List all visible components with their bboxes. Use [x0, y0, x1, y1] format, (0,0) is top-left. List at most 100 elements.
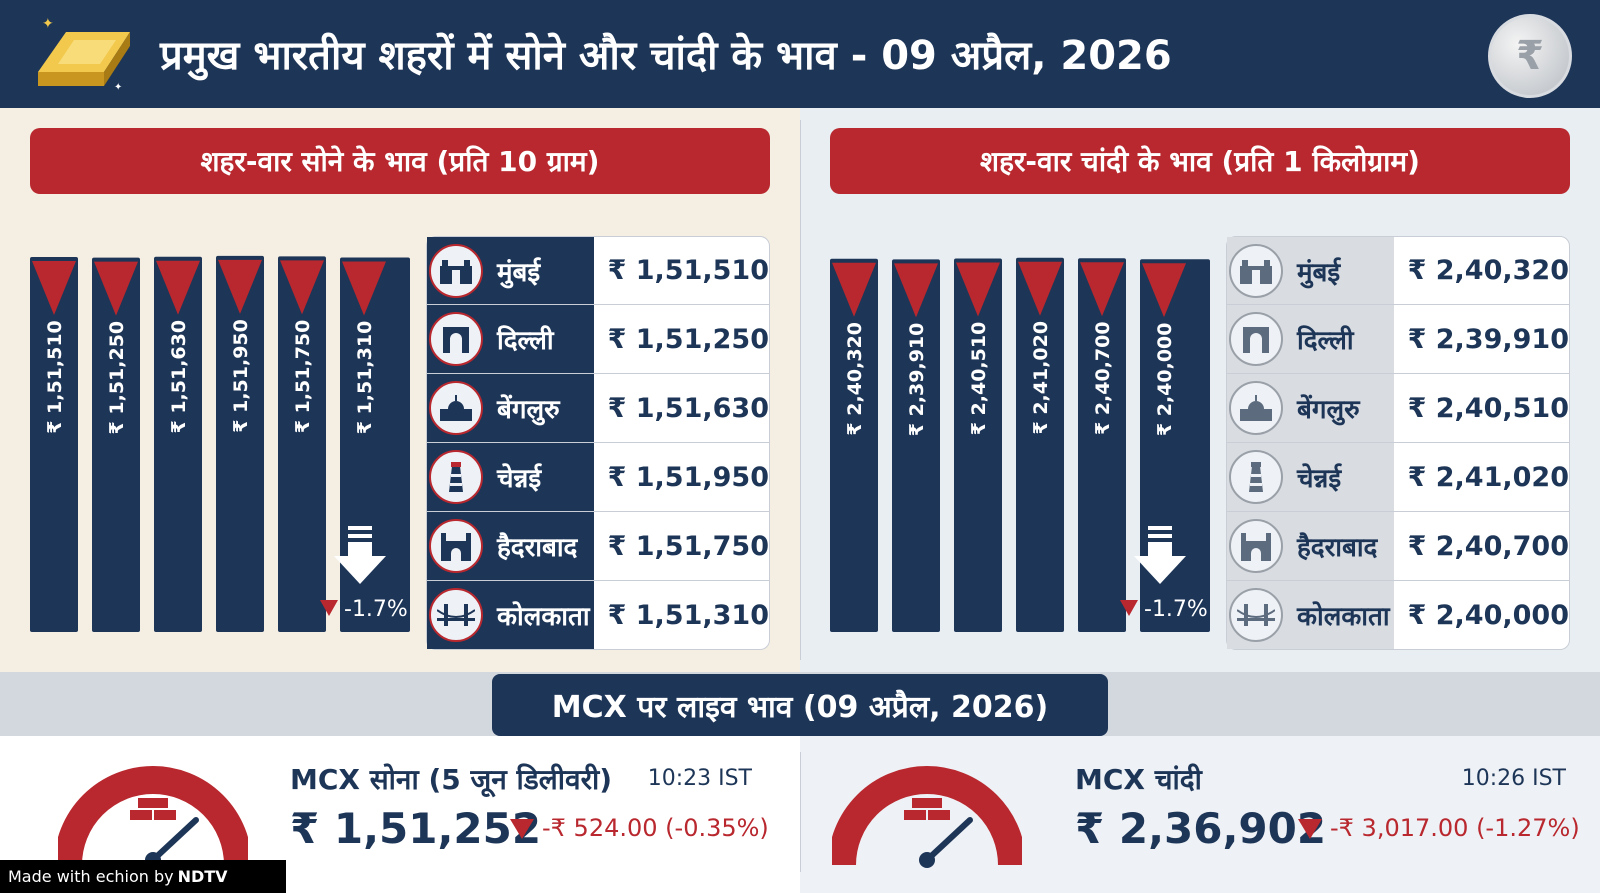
city-price: ₹ 2,40,700: [1407, 530, 1569, 562]
table-row: दिल्ली ₹ 1,51,250: [426, 305, 770, 374]
gold-bar-label: ₹ 1,51,310: [354, 321, 376, 435]
city-price: ₹ 1,51,750: [607, 530, 769, 562]
gold-bar: [278, 256, 326, 632]
gold-bar-label: ₹ 1,51,950: [230, 319, 252, 433]
mcx-silver-change: -₹ 3,017.00 (-1.27%): [1298, 814, 1580, 842]
gold-bar: [92, 257, 140, 632]
rupee-coin-icon: ₹: [1488, 14, 1572, 98]
silver-change-label: -1.7%: [1144, 597, 1208, 622]
city-price: ₹ 2,40,000: [1407, 599, 1569, 631]
silver-city-table: मुंबई ₹ 2,40,320 दिल्ली ₹ 2,39,910 बेंगल…: [1226, 236, 1570, 650]
gold-bar-label: ₹ 1,51,750: [292, 320, 314, 434]
gold-bar-chart: ₹ 1,51,510 ₹ 1,51,250 ₹ 1,51,630 ₹ 1,51,950…: [30, 255, 410, 632]
made-with-badge[interactable]: Made with echion by NDTV: [0, 860, 286, 893]
bridge-icon: [429, 588, 483, 642]
mcx-divider: [800, 752, 801, 872]
mcx-section-title: MCX पर लाइव भाव (09 अप्रैल, 2026): [492, 674, 1108, 736]
down-triangle-icon: [1120, 600, 1138, 616]
down-arrow-icon: [1298, 819, 1322, 839]
gold-bar: [154, 256, 202, 632]
city-price: ₹ 2,40,320: [1407, 255, 1569, 286]
silver-bar-chart: ₹ 2,40,320 ₹ 2,39,910 ₹ 2,40,510 ₹ 2,41,020…: [830, 257, 1210, 632]
mcx-gold-name: MCX सोना (5 जून डिलीवरी): [290, 763, 613, 796]
gold-bar-label: ₹ 1,51,630: [168, 320, 190, 434]
silver-bar: [830, 258, 878, 632]
silver-bar-label: ₹ 2,40,700: [1092, 321, 1114, 435]
gold-section-title: शहर-वार सोने के भाव (प्रति 10 ग्राम): [30, 128, 770, 194]
table-row: हैदराबाद ₹ 2,40,700: [1226, 512, 1570, 581]
table-row: बेंगलुरु ₹ 2,40,510: [1226, 374, 1570, 443]
gateway-icon: [429, 244, 483, 298]
bridge-icon: [1229, 588, 1283, 642]
down-triangle-icon: [832, 262, 876, 317]
footer-prefix: Made with echion by: [8, 867, 174, 886]
silver-section-title: शहर-वार चांदी के भाव (प्रति 1 किलोग्राम): [830, 128, 1570, 194]
silver-panel: शहर-वार चांदी के भाव (प्रति 1 किलोग्राम)…: [800, 108, 1600, 672]
mcx-gold-change-text: -₹ 524.00 (-0.35%): [542, 814, 769, 842]
down-arrow-icon: [334, 526, 386, 584]
city-price: ₹ 2,41,020: [1407, 461, 1569, 493]
city-price: ₹ 1,51,250: [607, 323, 769, 355]
silver-bar-label: ₹ 2,40,510: [968, 322, 990, 436]
down-triangle-icon: [342, 261, 386, 316]
silver-bar-label: ₹ 2,40,320: [844, 322, 866, 436]
city-price: ₹ 1,51,510: [607, 255, 769, 286]
silver-bar-label: ₹ 2,39,910: [906, 323, 928, 437]
charminar-icon: [1229, 519, 1283, 573]
gold-bar: [30, 257, 78, 632]
charminar-icon: [429, 519, 483, 573]
palace-icon: [1229, 381, 1283, 435]
gold-bar-label: ₹ 1,51,510: [44, 320, 66, 434]
gold-panel: शहर-वार सोने के भाव (प्रति 10 ग्राम) ₹ 1…: [0, 108, 800, 672]
down-triangle-icon: [32, 261, 76, 316]
palace-icon: [429, 381, 483, 435]
header: ✦ ✦ प्रमुख भारतीय शहरों में सोने और चांद…: [0, 0, 1600, 108]
gold-gauge-icon: [58, 766, 248, 868]
down-arrow-icon: [1134, 526, 1186, 584]
city-price: ₹ 1,51,310: [607, 599, 769, 631]
lighthouse-icon: [1229, 450, 1283, 504]
silver-bar: [1016, 257, 1064, 632]
mcx-silver-name: MCX चांदी: [1075, 763, 1202, 796]
table-row: चेन्नई ₹ 1,51,950: [426, 443, 770, 512]
gold-bar: [340, 257, 410, 632]
silver-bar: [954, 258, 1002, 632]
mcx-gold-time: 10:23 IST: [647, 766, 752, 791]
page-title: प्रमुख भारतीय शहरों में सोने और चांदी के…: [160, 33, 1172, 79]
gold-bar: [216, 255, 264, 632]
down-triangle-icon: [156, 260, 200, 315]
city-price: ₹ 1,51,950: [607, 461, 769, 493]
down-triangle-icon: [1080, 262, 1124, 317]
silver-bar: [892, 259, 940, 632]
table-row: कोलकाता ₹ 2,40,000: [1226, 581, 1570, 650]
table-row: मुंबई ₹ 1,51,510: [426, 236, 770, 305]
mcx-gold-change: -₹ 524.00 (-0.35%): [510, 814, 769, 842]
india-gate-icon: [429, 312, 483, 366]
table-row: बेंगलुरु ₹ 1,51,630: [426, 374, 770, 443]
down-arrow-icon: [510, 819, 534, 839]
gold-city-table: मुंबई ₹ 1,51,510 दिल्ली ₹ 1,51,250 बेंगल…: [426, 236, 770, 650]
city-price: ₹ 2,39,910: [1407, 323, 1569, 355]
footer-brand: NDTV: [177, 867, 228, 886]
down-triangle-icon: [956, 262, 1000, 317]
silver-bar-label: ₹ 2,40,000: [1154, 322, 1176, 436]
down-triangle-icon: [94, 261, 138, 316]
down-triangle-icon: [320, 600, 338, 616]
mcx-silver-time: 10:26 IST: [1461, 766, 1566, 791]
table-row: चेन्नई ₹ 2,41,020: [1226, 443, 1570, 512]
silver-bar-label: ₹ 2,41,020: [1030, 321, 1052, 435]
gold-bar-icon: ✦ ✦: [38, 16, 130, 93]
down-triangle-icon: [894, 263, 938, 318]
gateway-icon: [1229, 244, 1283, 298]
table-row: हैदराबाद ₹ 1,51,750: [426, 512, 770, 581]
down-triangle-icon: [280, 260, 324, 315]
panel-divider: [800, 120, 801, 660]
svg-text:✦: ✦: [42, 16, 54, 32]
mcx-silver-change-text: -₹ 3,017.00 (-1.27%): [1330, 814, 1580, 842]
table-row: कोलकाता ₹ 1,51,310: [426, 581, 770, 650]
gold-change-label: -1.7%: [344, 597, 408, 622]
svg-text:✦: ✦: [114, 82, 122, 93]
city-price: ₹ 1,51,630: [607, 392, 769, 424]
table-row: दिल्ली ₹ 2,39,910: [1226, 305, 1570, 374]
silver-gauge-icon: [832, 766, 1022, 868]
